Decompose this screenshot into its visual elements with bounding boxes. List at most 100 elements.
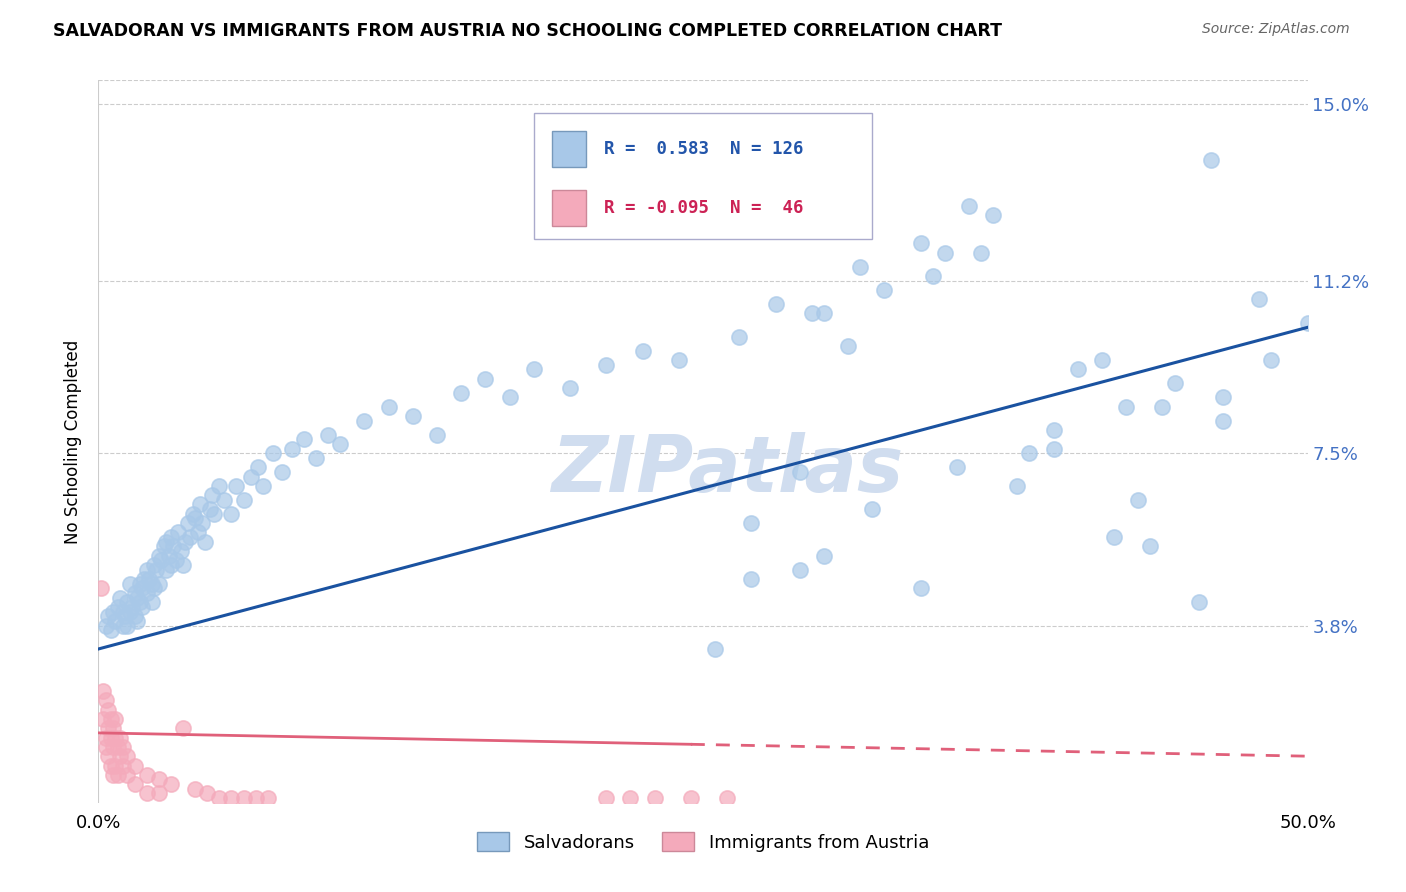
Point <box>148 787 170 801</box>
Point <box>1115 400 1137 414</box>
Point <box>450 385 472 400</box>
Point <box>101 739 124 754</box>
Point <box>143 582 166 596</box>
Point <box>141 576 163 591</box>
Text: Source: ZipAtlas.com: Source: ZipAtlas.com <box>1202 22 1350 37</box>
Point <box>111 739 134 754</box>
Point <box>402 409 425 423</box>
Point <box>97 702 120 716</box>
Point <box>208 479 231 493</box>
Point <box>191 516 214 530</box>
Point <box>1152 400 1174 414</box>
Point <box>316 427 339 442</box>
Point <box>143 558 166 572</box>
Point <box>104 614 127 628</box>
Point <box>946 460 969 475</box>
Point <box>221 791 243 805</box>
Point <box>155 534 177 549</box>
Point <box>232 492 254 507</box>
Point <box>728 329 751 343</box>
Point <box>101 768 124 782</box>
Point <box>860 502 883 516</box>
Point <box>740 572 762 586</box>
Point <box>100 624 122 638</box>
Point <box>204 507 226 521</box>
Point <box>97 609 120 624</box>
Point <box>152 540 174 554</box>
Point <box>145 563 167 577</box>
Point <box>921 268 943 283</box>
Point <box>1260 353 1282 368</box>
Point <box>523 362 546 376</box>
Point <box>232 791 254 805</box>
Point <box>194 534 217 549</box>
Point <box>179 530 201 544</box>
Point <box>97 749 120 764</box>
Point <box>160 558 183 572</box>
Point <box>1163 376 1185 391</box>
Point <box>118 605 141 619</box>
Point <box>262 446 284 460</box>
Point <box>135 768 157 782</box>
Point <box>765 297 787 311</box>
Point <box>94 731 117 745</box>
Point <box>131 582 153 596</box>
Point <box>239 469 262 483</box>
Point <box>1139 540 1161 554</box>
Point <box>631 343 654 358</box>
Point <box>104 758 127 772</box>
Point <box>128 576 150 591</box>
Point <box>271 465 294 479</box>
Point <box>668 353 690 368</box>
Point <box>281 442 304 456</box>
Point <box>800 306 823 320</box>
FancyBboxPatch shape <box>551 131 586 167</box>
Point <box>117 595 139 609</box>
Point <box>160 530 183 544</box>
Point <box>740 516 762 530</box>
Point <box>127 614 149 628</box>
Point <box>1249 293 1271 307</box>
Point <box>292 432 315 446</box>
Point <box>181 507 204 521</box>
Point <box>104 731 127 745</box>
Point <box>1007 479 1029 493</box>
Point <box>247 460 270 475</box>
Point <box>134 572 156 586</box>
Point <box>121 600 143 615</box>
Point <box>162 540 184 554</box>
Point <box>256 791 278 805</box>
Point <box>117 618 139 632</box>
Point <box>957 199 980 213</box>
Point <box>91 684 114 698</box>
Point <box>221 507 243 521</box>
Text: ZIPatlas: ZIPatlas <box>551 433 903 508</box>
Point <box>124 586 146 600</box>
Point <box>1091 353 1114 368</box>
Point <box>187 525 209 540</box>
Point <box>426 427 449 442</box>
Point <box>90 582 112 596</box>
Point <box>188 498 211 512</box>
Point <box>100 758 122 772</box>
Point <box>94 739 117 754</box>
Point <box>208 791 231 805</box>
FancyBboxPatch shape <box>534 112 872 239</box>
Point <box>160 777 183 791</box>
Text: SALVADORAN VS IMMIGRANTS FROM AUSTRIA NO SCHOOLING COMPLETED CORRELATION CHART: SALVADORAN VS IMMIGRANTS FROM AUSTRIA NO… <box>53 22 1002 40</box>
Point <box>789 465 811 479</box>
Point <box>107 739 129 754</box>
Point <box>108 731 131 745</box>
Point <box>201 488 224 502</box>
Point <box>704 642 727 657</box>
Point <box>474 371 496 385</box>
Point <box>1042 423 1064 437</box>
Point <box>138 572 160 586</box>
Point <box>1128 492 1150 507</box>
Point <box>124 777 146 791</box>
Point <box>150 553 173 567</box>
Point <box>195 787 218 801</box>
Point <box>148 576 170 591</box>
Point <box>141 595 163 609</box>
Point <box>212 492 235 507</box>
